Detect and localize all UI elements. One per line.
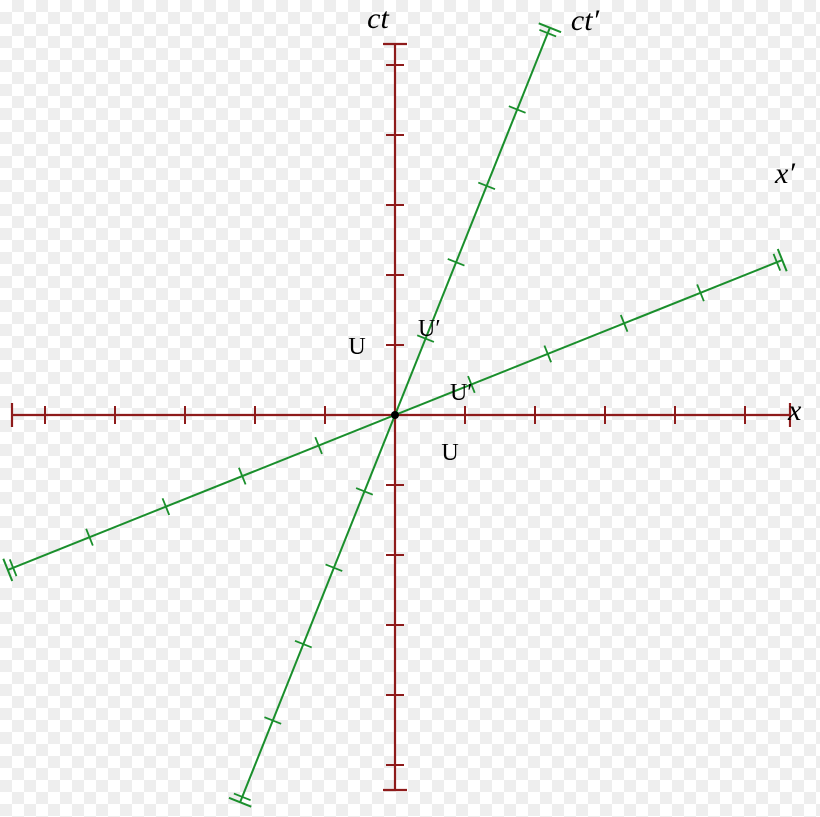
minkowski-diagram: ct ct′ x′ x U U U′ U′ bbox=[0, 0, 820, 817]
label-x-prime: x′ bbox=[774, 157, 795, 190]
axis-x bbox=[12, 403, 790, 427]
label-U-prime-ct: U′ bbox=[418, 316, 441, 342]
label-x: x bbox=[787, 394, 802, 427]
label-U-ct: U bbox=[348, 334, 365, 360]
label-ct-prime: ct′ bbox=[571, 4, 600, 37]
label-U-x: U bbox=[441, 440, 458, 466]
origin-dot bbox=[391, 411, 399, 419]
label-ct: ct bbox=[367, 2, 389, 35]
label-U-prime-x: U′ bbox=[450, 380, 473, 406]
